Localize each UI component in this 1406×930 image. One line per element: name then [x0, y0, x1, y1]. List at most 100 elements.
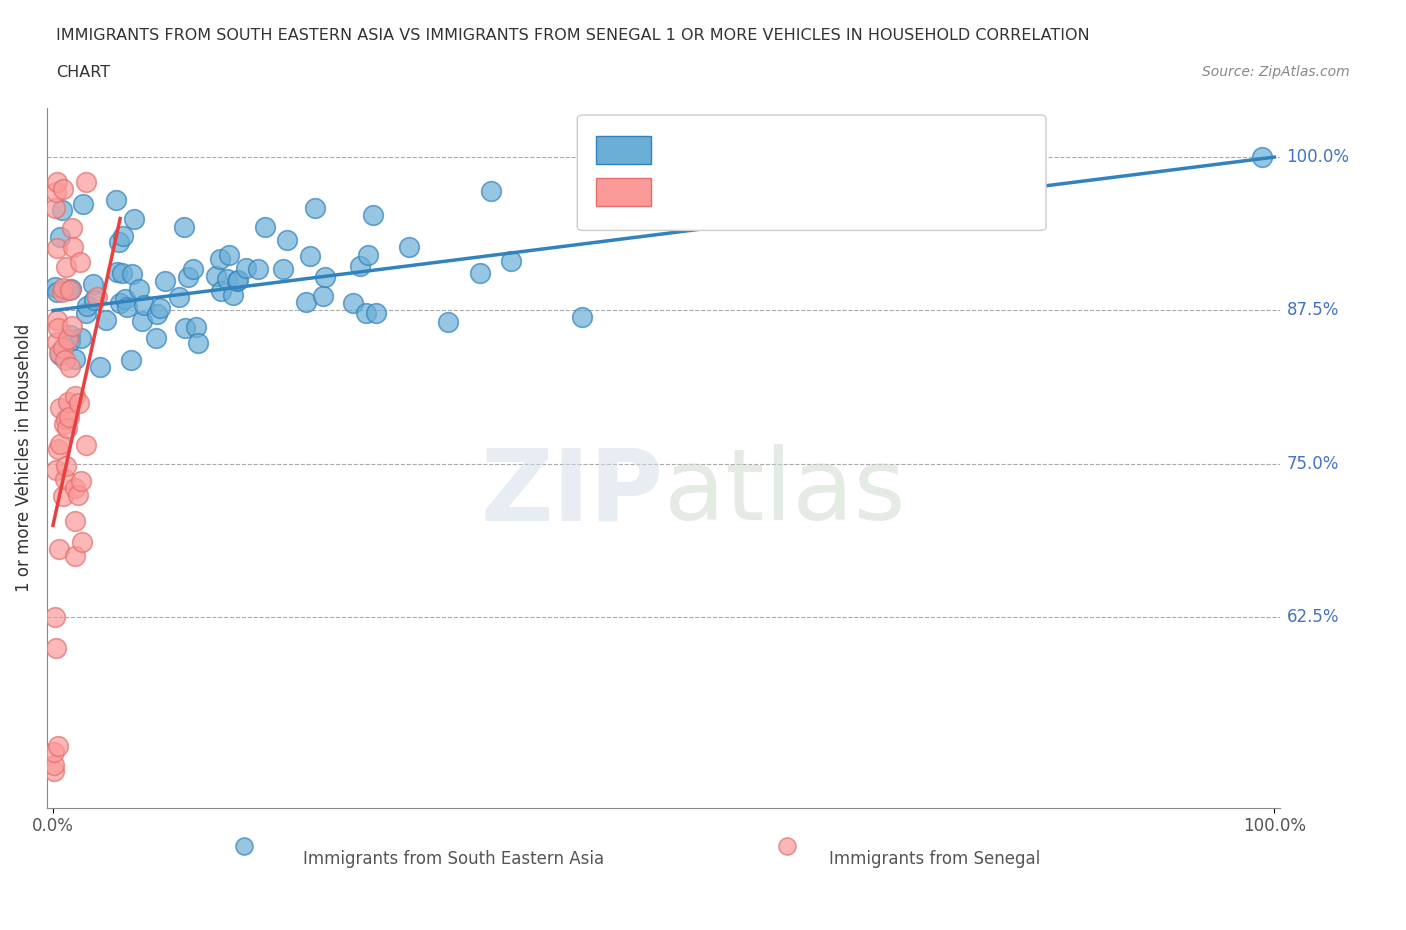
Point: [134, 298, 156, 312]
Point: [56, 420, 79, 435]
Point: [149, 300, 172, 315]
Point: [173, 219, 195, 234]
Point: [304, 200, 326, 215]
Point: [62, 319, 84, 334]
Point: [75, 174, 97, 189]
Point: [82, 276, 104, 291]
Text: 87.5%: 87.5%: [1286, 301, 1339, 320]
Point: [499, 253, 522, 268]
Point: [46, 174, 69, 189]
Point: [468, 266, 491, 281]
Text: R = 0.348   N = 51: R = 0.348 N = 51: [664, 183, 859, 201]
Point: [186, 320, 208, 335]
Point: [46, 313, 69, 328]
Y-axis label: 1 or more Vehicles in Household: 1 or more Vehicles in Household: [15, 324, 32, 591]
Point: [44, 757, 66, 772]
Text: CHART: CHART: [56, 65, 110, 80]
Point: [349, 259, 371, 273]
Point: [222, 287, 245, 302]
Point: [44, 279, 66, 294]
Point: [45, 641, 67, 656]
Text: atlas: atlas: [664, 445, 905, 541]
Point: [94, 312, 117, 327]
Point: [52, 281, 75, 296]
Point: [145, 330, 167, 345]
Point: [436, 314, 458, 329]
Text: 75.0%: 75.0%: [1286, 455, 1339, 472]
Point: [70, 535, 93, 550]
Point: [67, 395, 90, 410]
Point: [479, 184, 502, 199]
Point: [55, 259, 77, 274]
Point: [146, 306, 169, 321]
Point: [52, 417, 75, 432]
Point: [46, 241, 69, 256]
Point: [49, 230, 72, 245]
Point: [63, 389, 86, 404]
Point: [271, 261, 294, 276]
Point: [107, 234, 129, 249]
Point: [208, 251, 231, 266]
Point: [247, 261, 270, 276]
Point: [112, 229, 135, 244]
Point: [253, 219, 276, 234]
Point: [58, 283, 80, 298]
Point: [86, 289, 108, 304]
Point: [58, 331, 80, 346]
Point: [153, 273, 176, 288]
Point: [55, 411, 77, 426]
Point: [45, 463, 67, 478]
FancyBboxPatch shape: [578, 115, 1046, 231]
Point: [205, 269, 228, 284]
Point: [44, 610, 66, 625]
Point: [295, 295, 318, 310]
Point: [299, 249, 322, 264]
Point: [52, 181, 75, 196]
Point: [76, 299, 98, 313]
Point: [105, 265, 128, 280]
Point: [173, 321, 195, 336]
Point: [58, 409, 80, 424]
Point: [46, 738, 69, 753]
Point: [187, 336, 209, 351]
Point: [48, 541, 70, 556]
Point: [59, 282, 82, 297]
Point: [363, 208, 385, 223]
Point: [45, 285, 67, 299]
Point: [122, 212, 145, 227]
Point: [52, 341, 75, 356]
Point: [59, 359, 82, 374]
Text: Source: ZipAtlas.com: Source: ZipAtlas.com: [1202, 65, 1350, 79]
Text: Immigrants from South Eastern Asia: Immigrants from South Eastern Asia: [304, 849, 605, 868]
Point: [115, 299, 138, 314]
Point: [72, 197, 94, 212]
Point: [312, 288, 335, 303]
Point: [59, 327, 82, 342]
Point: [53, 352, 76, 367]
Point: [70, 330, 93, 345]
Point: [603, 191, 626, 206]
Bar: [596, 178, 651, 206]
Point: [128, 281, 150, 296]
Point: [65, 549, 87, 564]
Point: [63, 513, 86, 528]
Point: [357, 248, 380, 263]
Point: [108, 296, 131, 311]
Point: [51, 203, 73, 218]
Text: Immigrants from Senegal: Immigrants from Senegal: [830, 849, 1040, 868]
Point: [44, 200, 66, 215]
Point: [44, 764, 66, 778]
Point: [131, 313, 153, 328]
Point: [398, 240, 420, 255]
Point: [366, 306, 388, 321]
Point: [53, 472, 76, 486]
Point: [60, 220, 83, 235]
Point: [59, 334, 82, 349]
Point: [105, 193, 128, 207]
Text: 62.5%: 62.5%: [1286, 608, 1339, 626]
Point: [276, 232, 298, 247]
Text: R = 0.450   N = 75: R = 0.450 N = 75: [664, 141, 859, 159]
Point: [55, 458, 77, 473]
Text: IMMIGRANTS FROM SOUTH EASTERN ASIA VS IMMIGRANTS FROM SENEGAL 1 OR MORE VEHICLES: IMMIGRANTS FROM SOUTH EASTERN ASIA VS IM…: [56, 28, 1090, 43]
Bar: [596, 136, 651, 164]
